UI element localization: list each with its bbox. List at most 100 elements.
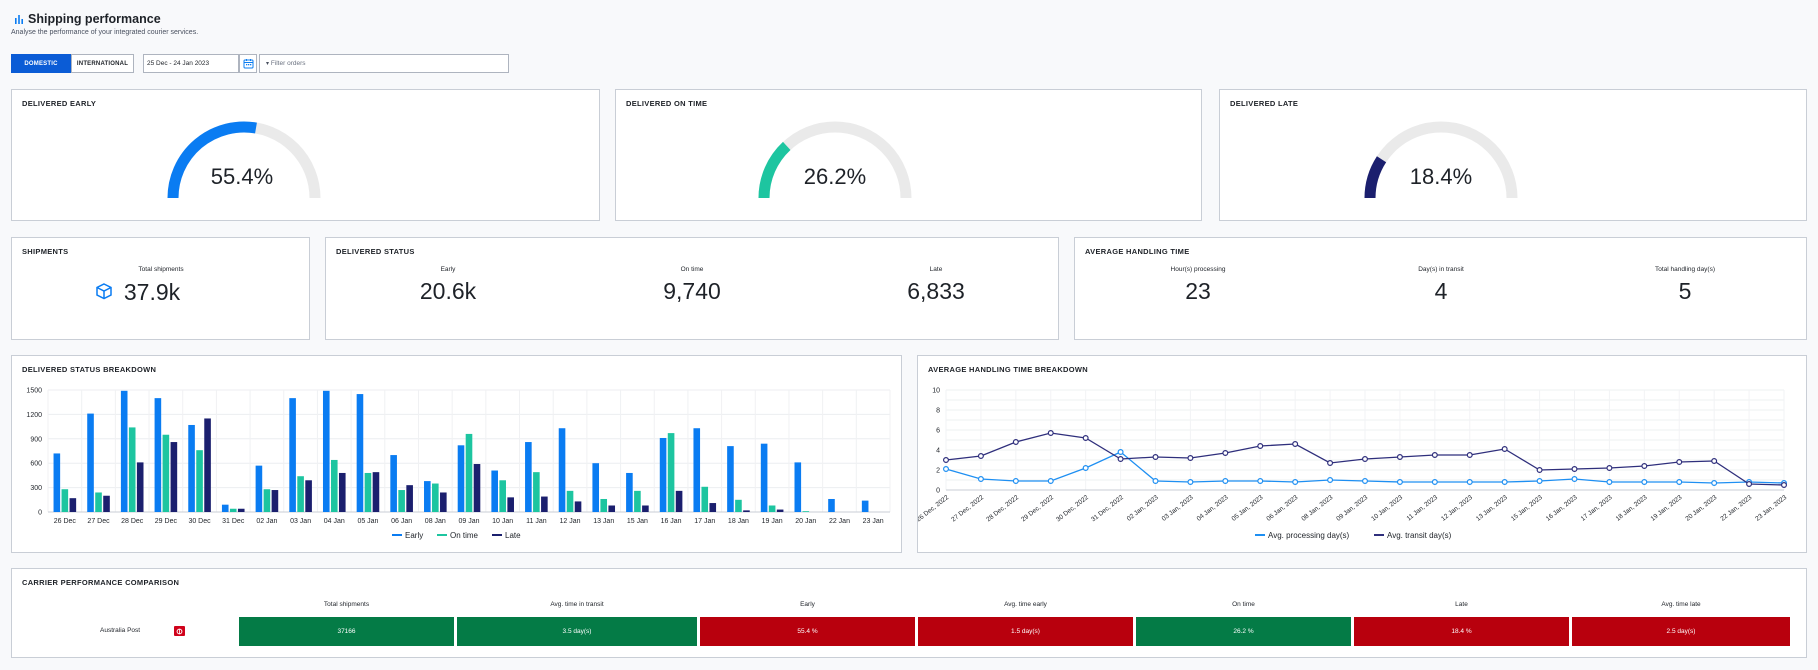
data-point — [1152, 453, 1159, 460]
y-tick-label: 0 — [38, 510, 42, 517]
tab-international[interactable]: INTERNATIONAL — [71, 54, 134, 73]
x-tick-label: 10 Jan, 2023 — [1370, 494, 1404, 523]
data-point — [1257, 442, 1264, 449]
late-gauge — [1364, 121, 1518, 199]
transit-label: Day(s) in transit — [1418, 266, 1464, 273]
bar-late — [204, 418, 211, 512]
bar-early — [592, 463, 600, 512]
bar-late — [440, 492, 447, 512]
bar-early — [659, 437, 667, 512]
bar-early — [289, 398, 296, 512]
processing-label: Hour(s) processing — [1170, 266, 1226, 273]
card-title: DELIVERED STATUS BREAKDOWN — [22, 365, 157, 374]
data-point — [1641, 478, 1648, 485]
bar-early — [727, 446, 734, 512]
bar-early — [255, 465, 263, 512]
bar-on-time — [432, 483, 439, 512]
cell-total-shipments: 37166 — [239, 617, 454, 646]
data-point — [1187, 478, 1194, 485]
card-title: AVERAGE HANDLING TIME BREAKDOWN — [928, 365, 1088, 374]
cell-avg-early: 1.5 day(s) — [918, 617, 1133, 646]
data-point — [1327, 476, 1334, 483]
x-tick-label: 02 Jan — [256, 518, 277, 525]
x-tick-label: 11 Jan, 2023 — [1406, 494, 1440, 523]
x-tick-label: 27 Dec, 2022 — [950, 494, 985, 524]
data-point — [1676, 478, 1683, 485]
date-range-input[interactable]: 25 Dec - 24 Jan 2023 — [143, 54, 239, 73]
y-tick-label: 1500 — [26, 388, 42, 395]
legend-label: Avg. processing day(s) — [1268, 531, 1350, 540]
handling-time-card: AVERAGE HANDLING TIME Hour(s) processing… — [1074, 237, 1807, 340]
data-point — [1606, 478, 1613, 485]
data-point — [1082, 464, 1089, 471]
header-avg-late: Avg. time late — [1661, 601, 1701, 608]
bar-on-time — [297, 476, 304, 512]
total-shipments-value: 37.9k — [123, 279, 181, 305]
data-point — [977, 452, 984, 459]
bar-late — [372, 472, 380, 512]
bar-late — [709, 503, 717, 512]
card-title: SHIPMENTS — [22, 247, 69, 256]
bar-on-time — [667, 433, 675, 512]
cell-early: 55.4 % — [700, 617, 915, 646]
data-point — [1536, 466, 1543, 473]
x-tick-label: 28 Dec, 2022 — [985, 494, 1020, 524]
tab-domestic[interactable]: DOMESTIC — [11, 54, 71, 73]
bar-on-time — [263, 489, 271, 512]
data-point — [977, 475, 984, 482]
delivered-late-card: DELIVERED LATE 18.4% — [1219, 89, 1807, 221]
bar-early — [424, 481, 431, 512]
x-tick-label: 15 Jan, 2023 — [1510, 494, 1544, 523]
x-tick-label: 30 Dec, 2022 — [1055, 494, 1090, 524]
bar-late — [541, 496, 548, 512]
header-on-time: On time — [1232, 601, 1255, 608]
bar-on-time — [735, 499, 742, 512]
bar-early — [87, 413, 94, 512]
bar-late — [743, 510, 750, 512]
data-point — [1117, 455, 1124, 462]
x-tick-label: 05 Jan, 2023 — [1231, 494, 1265, 523]
y-tick-label: 8 — [936, 408, 940, 415]
late-value: 6,833 — [907, 278, 965, 304]
bar-late — [136, 462, 144, 512]
x-tick-label: 31 Dec, 2022 — [1090, 494, 1125, 524]
x-tick-label: 08 Jan — [425, 518, 446, 525]
bar-early — [154, 398, 162, 512]
delivered-on-time-card: DELIVERED ON TIME 26.2% — [615, 89, 1202, 221]
data-point — [1082, 434, 1089, 441]
early-label: Early — [440, 266, 456, 273]
x-tick-label: 13 Jan, 2023 — [1475, 494, 1509, 523]
bar-on-time — [701, 486, 709, 512]
data-point — [1466, 451, 1473, 458]
bar-on-time — [465, 433, 473, 512]
data-point — [1396, 453, 1403, 460]
y-tick-label: 900 — [30, 436, 42, 443]
bar-late — [642, 505, 649, 512]
data-point — [1431, 451, 1438, 458]
bar-early — [221, 504, 229, 512]
filter-orders-input[interactable]: ▾ Filter orders — [259, 54, 509, 73]
x-tick-label: 29 Dec, 2022 — [1020, 494, 1055, 524]
bar-early — [120, 390, 128, 512]
data-point — [1362, 477, 1369, 484]
card-title: DELIVERED STATUS — [336, 247, 415, 256]
calendar-button[interactable] — [239, 54, 257, 73]
cell-avg-late: 2.5 day(s) — [1572, 617, 1790, 646]
legend-label: Late — [505, 531, 521, 540]
cell-avg-transit: 3.5 day(s) — [457, 617, 697, 646]
x-tick-label: 06 Jan, 2023 — [1265, 494, 1299, 523]
gauge-fill — [167, 121, 257, 199]
x-tick-label: 27 Dec — [87, 518, 110, 525]
bar-early — [558, 428, 566, 512]
shipments-card: SHIPMENTS Total shipments 37.9k — [11, 237, 310, 340]
y-tick-label: 1200 — [26, 412, 42, 419]
x-tick-label: 26 Dec, 2022 — [918, 494, 951, 524]
y-tick-label: 6 — [936, 428, 940, 435]
bar-on-time — [95, 492, 102, 512]
total-handling-value: 5 — [1678, 278, 1692, 304]
delivered-early-card: DELIVERED EARLY 55.4% — [11, 89, 600, 221]
bar-late — [675, 490, 683, 512]
card-title: AVERAGE HANDLING TIME — [1085, 247, 1190, 256]
data-point — [1396, 478, 1403, 485]
bar-on-time — [398, 490, 405, 512]
